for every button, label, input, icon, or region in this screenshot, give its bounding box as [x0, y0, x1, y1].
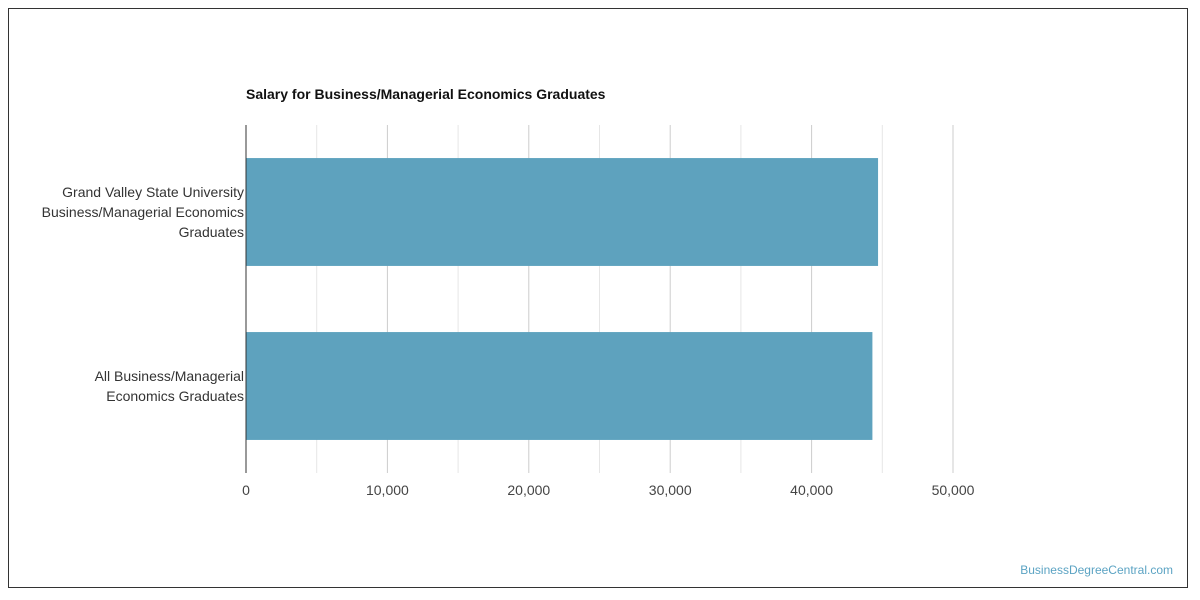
x-tick-label: 0	[242, 482, 250, 498]
category-label-2: All Business/Managerial Economics Graduat…	[95, 368, 244, 404]
x-tick-label: 10,000	[366, 482, 409, 498]
chart-title: Salary for Business/Managerial Economics…	[246, 86, 606, 102]
chart-frame: Salary for Business/Managerial Economics…	[8, 8, 1188, 588]
x-tick-label: 50,000	[932, 482, 975, 498]
site-watermark[interactable]: BusinessDegreeCentral.com	[1020, 563, 1173, 577]
x-tick-label: 20,000	[507, 482, 550, 498]
x-tick-label: 30,000	[649, 482, 692, 498]
bar-2	[246, 332, 873, 440]
category-label-1: Grand Valley State University Business/Ma…	[42, 184, 244, 240]
salary-bar-chart: Salary for Business/Managerial Economics…	[42, 86, 975, 498]
x-tick-label: 40,000	[790, 482, 833, 498]
bar-1	[246, 158, 879, 266]
